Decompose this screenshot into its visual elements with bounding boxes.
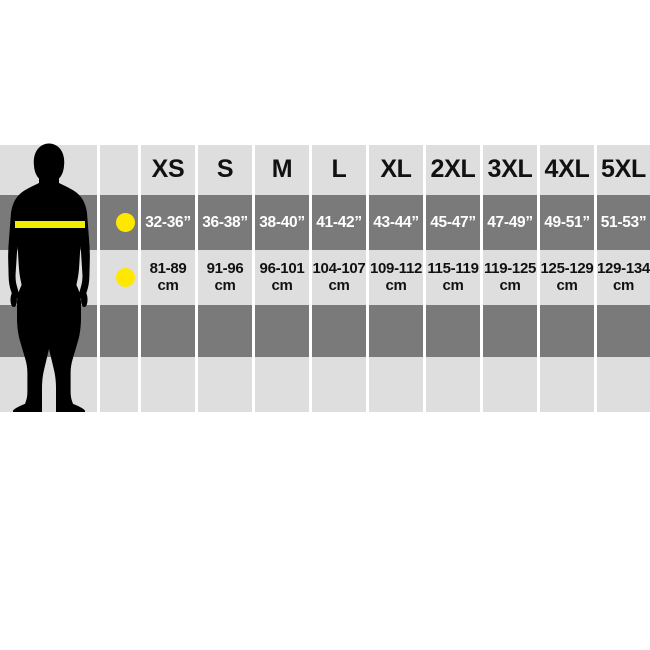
cm-unit: cm: [214, 276, 236, 294]
cm-number: 104-107: [312, 259, 366, 277]
cm-number: 81-89: [149, 259, 187, 277]
cm-value-2xl: 115-119 cm: [426, 250, 480, 305]
band-header-row: [0, 145, 650, 195]
cm-value-s: 91-96 cm: [198, 250, 252, 305]
size-header-2xl[interactable]: 2XL: [430, 155, 476, 183]
size-header-xs[interactable]: XS: [151, 155, 185, 183]
size-header-5xl[interactable]: 5XL: [601, 155, 646, 183]
cm-unit: cm: [556, 276, 578, 294]
gridline: [480, 145, 483, 412]
inches-value-3xl: 47-49”: [487, 213, 533, 231]
cm-unit: cm: [271, 276, 293, 294]
gridline: [309, 145, 312, 412]
band-decorative-light: [0, 357, 650, 412]
gridline: [423, 145, 426, 412]
cm-number: 109-112: [369, 259, 423, 277]
gridline: [195, 145, 198, 412]
cm-number: 115-119: [427, 259, 479, 277]
cm-value-l: 104-107 cm: [312, 250, 366, 305]
inches-value-4xl: 49-51”: [544, 213, 590, 231]
cm-unit: cm: [385, 276, 407, 294]
gridline: [138, 145, 141, 412]
cm-unit: cm: [157, 276, 179, 294]
size-header-s[interactable]: S: [216, 155, 234, 183]
cm-value-m: 96-101 cm: [255, 250, 309, 305]
marker-dot-cm: [116, 268, 135, 287]
gridline: [252, 145, 255, 412]
cm-number: 125-129: [540, 259, 594, 277]
size-header-xl[interactable]: XL: [380, 155, 412, 183]
cm-number: 91-96: [206, 259, 244, 277]
marker-dot-inches: [116, 213, 135, 232]
cm-number: 119-125: [483, 259, 537, 277]
band-decorative-dark: [0, 305, 650, 357]
size-chart: XS S M L XL 2XL 3XL 4XL 5XL 32-36” 36-38…: [0, 143, 650, 412]
cm-value-xl: 109-112 cm: [369, 250, 423, 305]
size-header-3xl[interactable]: 3XL: [487, 155, 533, 183]
cm-number: 96-101: [259, 259, 305, 277]
gridline: [366, 145, 369, 412]
band-inches-row: [0, 195, 650, 250]
size-header-l[interactable]: L: [331, 155, 347, 183]
cm-unit: cm: [328, 276, 350, 294]
inches-value-xl: 43-44”: [373, 213, 419, 231]
cm-value-5xl: 129-134 cm: [597, 250, 650, 305]
cm-unit: cm: [499, 276, 521, 294]
band-cm-row: [0, 250, 650, 305]
inches-value-xs: 32-36”: [145, 213, 191, 231]
cm-number: 129-134: [597, 259, 650, 277]
inches-value-s: 36-38”: [202, 213, 248, 231]
cm-unit: cm: [612, 276, 635, 294]
cm-value-xs: 81-89 cm: [141, 250, 195, 305]
gridline: [594, 145, 597, 412]
inches-value-l: 41-42”: [316, 213, 362, 231]
cm-value-3xl: 119-125 cm: [483, 250, 537, 305]
inches-value-5xl: 51-53”: [600, 213, 647, 231]
gridline: [537, 145, 540, 412]
size-header-4xl[interactable]: 4XL: [544, 155, 590, 183]
cm-value-4xl: 125-129 cm: [540, 250, 594, 305]
cm-unit: cm: [442, 276, 464, 294]
inches-value-2xl: 45-47”: [430, 213, 476, 231]
size-header-m[interactable]: M: [271, 155, 293, 183]
inches-value-m: 38-40”: [259, 213, 305, 231]
gridline: [97, 145, 100, 412]
